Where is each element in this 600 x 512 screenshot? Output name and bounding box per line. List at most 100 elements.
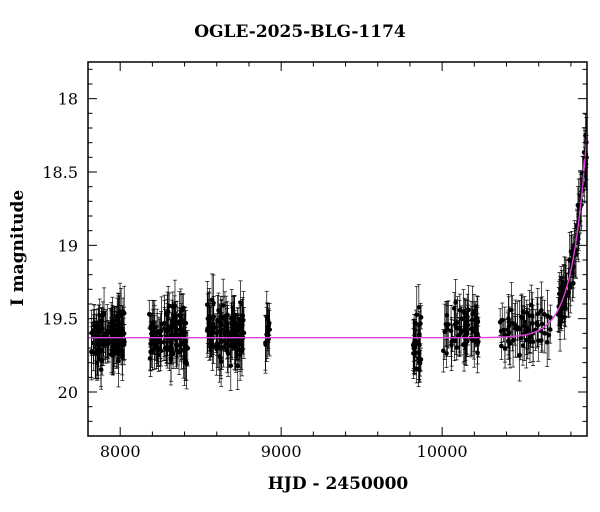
data-point: [475, 319, 480, 325]
season-7: [497, 281, 553, 382]
data-point: [114, 322, 119, 328]
data-point: [265, 332, 271, 337]
data-point: [171, 319, 177, 325]
data-point: [458, 328, 464, 333]
season-2: [146, 279, 191, 390]
data-point: [475, 341, 480, 346]
data-point: [528, 302, 534, 308]
data-point: [455, 320, 460, 325]
data-point: [174, 327, 180, 332]
data-point: [499, 317, 505, 323]
data-point: [216, 308, 221, 313]
x-axis-label: HJD - 2450000: [267, 474, 409, 494]
data-point: [544, 339, 550, 345]
data-point: [556, 291, 562, 297]
data-point: [91, 323, 97, 328]
data-point: [502, 332, 508, 338]
data-point: [154, 340, 159, 346]
data-point: [562, 305, 567, 310]
data-point: [414, 312, 420, 318]
data-point: [148, 349, 153, 355]
data-point: [506, 323, 512, 329]
season-1: [89, 282, 127, 390]
x-tick-label: 8000: [100, 442, 141, 461]
data-point: [449, 342, 454, 348]
data-point: [89, 349, 94, 355]
data-point: [156, 352, 161, 358]
y-tick-label: 18: [58, 90, 78, 109]
data-point: [225, 348, 230, 354]
model-curve-group: [88, 132, 588, 339]
data-point: [172, 303, 178, 309]
data-point: [509, 307, 514, 313]
data-point: [232, 343, 237, 349]
data-point: [183, 320, 189, 326]
data-point: [514, 327, 520, 332]
data-point: [93, 351, 99, 357]
data-point: [472, 326, 477, 331]
data-point: [471, 309, 477, 314]
data-point: [446, 322, 451, 327]
data-point: [236, 339, 242, 345]
data-point: [206, 314, 212, 319]
data-point: [162, 320, 167, 326]
data-point: [517, 352, 522, 358]
data-point: [499, 343, 504, 349]
data-points: [89, 113, 589, 391]
data-point: [173, 343, 179, 348]
data-point: [158, 348, 164, 354]
data-point: [234, 336, 239, 341]
data-point: [228, 363, 234, 368]
data-point: [527, 313, 532, 319]
data-point: [224, 312, 230, 318]
data-point: [240, 313, 246, 318]
data-point: [147, 356, 153, 361]
data-point: [232, 312, 237, 318]
data-point: [524, 337, 529, 343]
data-point: [566, 290, 572, 295]
data-point: [114, 349, 119, 355]
data-point: [416, 305, 422, 310]
season-5: [410, 284, 424, 387]
data-point: [219, 338, 225, 344]
data-point: [414, 366, 419, 371]
x-tick-label: 9000: [261, 442, 302, 461]
data-point: [120, 327, 125, 332]
data-point: [164, 312, 170, 318]
data-point: [445, 326, 450, 332]
data-point: [218, 359, 224, 365]
data-point: [98, 327, 104, 333]
data-point: [418, 357, 424, 362]
data-point: [444, 351, 449, 356]
data-point: [522, 319, 527, 325]
data-point: [412, 344, 418, 350]
x-tick-label: 10000: [417, 442, 468, 461]
data-point: [169, 323, 175, 328]
data-point: [534, 320, 540, 326]
data-point: [441, 348, 446, 354]
data-point: [538, 309, 543, 314]
data-point: [570, 270, 575, 276]
data-point: [462, 342, 468, 348]
axis-ticks: [87, 62, 587, 437]
y-tick-label: 19.5: [42, 310, 78, 329]
data-point: [238, 300, 243, 305]
season-6: [441, 279, 481, 374]
data-point: [416, 350, 422, 355]
data-point: [101, 311, 107, 317]
data-point: [542, 331, 548, 336]
data-point: [110, 348, 115, 353]
data-point: [459, 316, 465, 322]
data-point: [101, 340, 106, 346]
season-3: [204, 273, 247, 391]
plot-frame: [87, 61, 588, 437]
data-point: [510, 337, 516, 343]
y-axis-label: I magnitude: [8, 189, 28, 307]
season-8: [555, 113, 589, 352]
data-point: [417, 332, 422, 338]
data-point: [542, 312, 547, 317]
data-point: [211, 314, 217, 319]
data-point: [204, 328, 210, 333]
y-tick-label: 18.5: [42, 163, 78, 182]
